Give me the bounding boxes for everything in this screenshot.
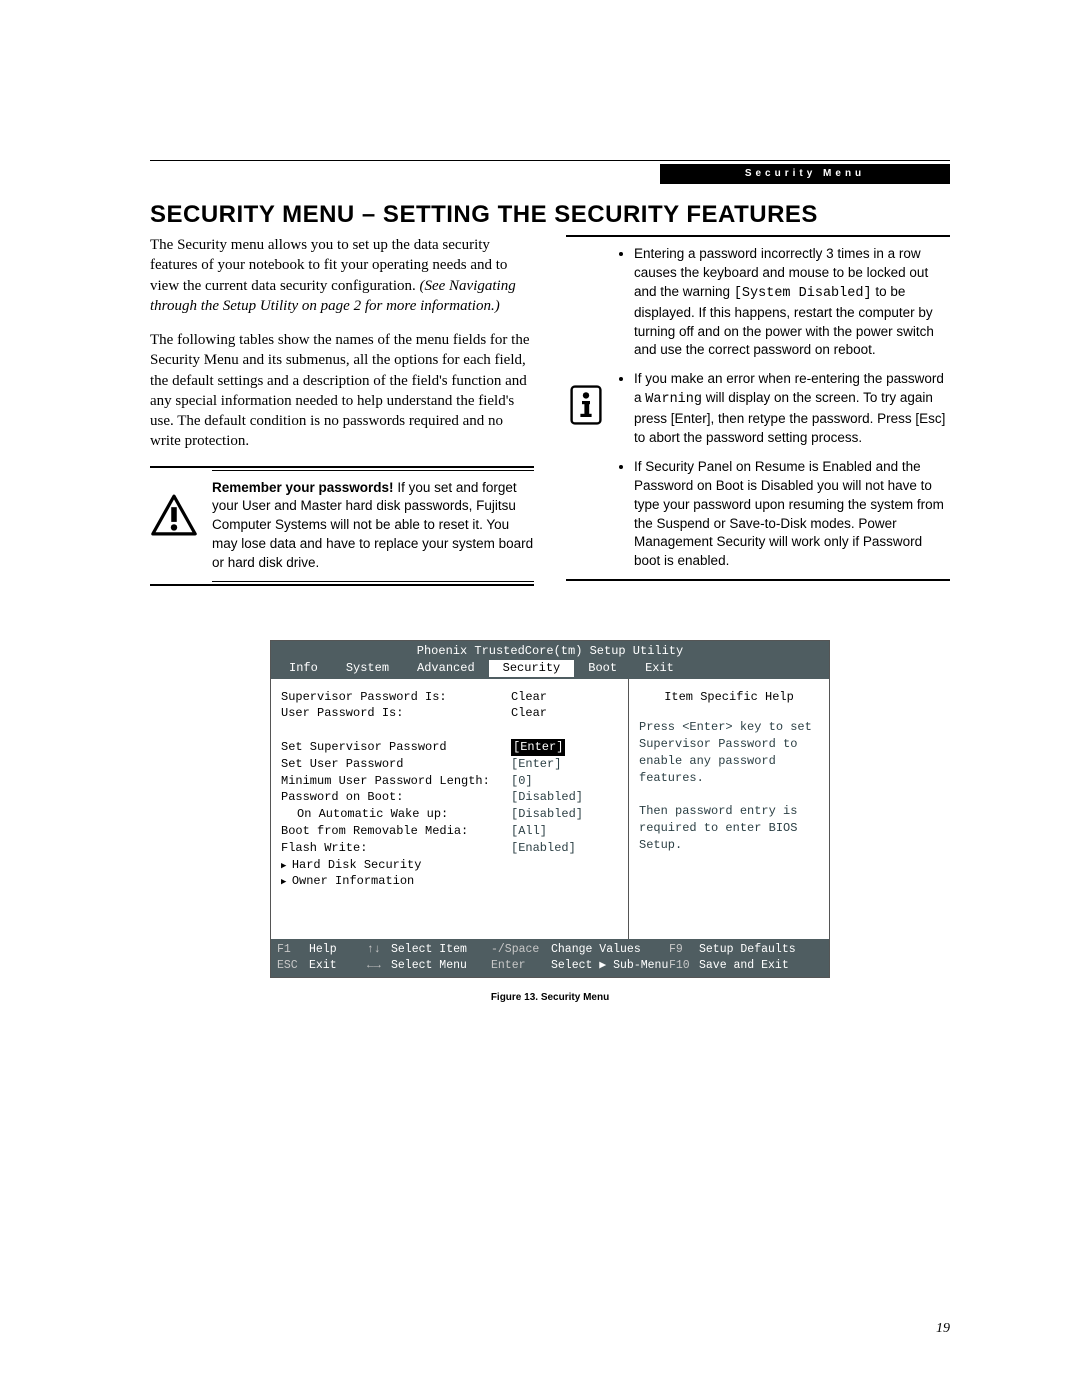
bios-field-row: User Password Is:Clear (281, 705, 620, 722)
info-bullet-1: Entering a password incorrectly 3 times … (634, 245, 950, 360)
bios-field-row: Set Supervisor Password[Enter] (281, 739, 620, 756)
bios-menu-item: Boot (574, 660, 631, 677)
bios-field-row: Boot from Removable Media:[All] (281, 823, 620, 840)
header-rule (150, 160, 950, 161)
figure-caption: Figure 13. Security Menu (270, 992, 830, 1003)
bios-footer: F1Help↑↓Select Item-/SpaceChange ValuesF… (271, 939, 829, 977)
page-title: SECURITY MENU – SETTING THE SECURITY FEA… (150, 201, 950, 229)
bios-field-row: Hard Disk Security (281, 857, 620, 874)
right-column: Entering a password incorrectly 3 times … (566, 235, 950, 600)
intro-paragraph-1: The Security menu allows you to set up t… (150, 235, 534, 316)
left-column: The Security menu allows you to set up t… (150, 235, 534, 600)
bios-menu-bar: InfoSystemAdvancedSecurityBootExit (271, 660, 829, 679)
info-note: Entering a password incorrectly 3 times … (566, 235, 950, 581)
bios-field-row: Supervisor Password Is:Clear (281, 689, 620, 706)
warning-note: Remember your passwords! If you set and … (150, 466, 534, 586)
bios-field-row: Owner Information (281, 873, 620, 890)
warning-icon (150, 478, 198, 558)
bios-help-title: Item Specific Help (639, 689, 819, 706)
bios-field-row: Flash Write:[Enabled] (281, 840, 620, 857)
bios-title: Phoenix TrustedCore(tm) Setup Utility (271, 641, 829, 660)
info-icon (566, 385, 606, 431)
info-bullet-3: If Security Panel on Resume is Enabled a… (634, 458, 950, 571)
bios-menu-item: Security (489, 660, 575, 677)
bios-help-body: Press <Enter> key to set Supervisor Pass… (639, 719, 819, 853)
bios-screenshot: Phoenix TrustedCore(tm) Setup Utility In… (270, 640, 830, 1003)
info-bullet-2: If you make an error when re-entering th… (634, 370, 950, 448)
page-number: 19 (936, 1321, 950, 1337)
bios-field-row (281, 722, 620, 739)
section-header: Security Menu (660, 164, 950, 184)
bios-menu-item: Info (275, 660, 332, 677)
bios-menu-item: Advanced (403, 660, 489, 677)
bios-field-row: Minimum User Password Length:[0] (281, 773, 620, 790)
bios-field-row: Set User Password[Enter] (281, 756, 620, 773)
bios-field-row: Password on Boot:[Disabled] (281, 789, 620, 806)
bios-main-panel: Supervisor Password Is:ClearUser Passwor… (271, 679, 629, 939)
bios-field-row: On Automatic Wake up:[Disabled] (281, 806, 620, 823)
intro-paragraph-2: The following tables show the names of t… (150, 330, 534, 452)
bios-menu-item: Exit (631, 660, 688, 677)
bios-menu-item: System (332, 660, 403, 677)
bios-help-panel: Item Specific Help Press <Enter> key to … (629, 679, 829, 939)
